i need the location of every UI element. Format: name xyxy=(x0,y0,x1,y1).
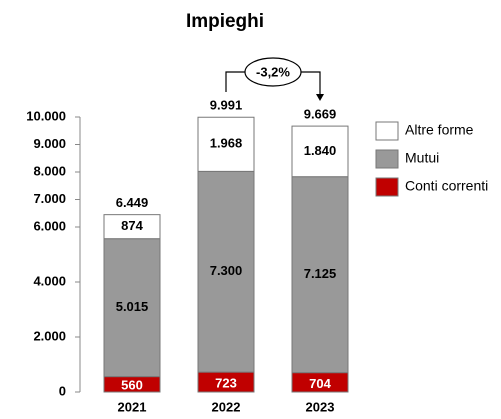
value-label: 1.840 xyxy=(304,143,337,158)
bar-segment xyxy=(197,116,255,172)
bar-segment xyxy=(103,214,161,240)
value-label: 7.125 xyxy=(304,266,337,281)
y-tick-label: 2.000 xyxy=(33,328,66,343)
y-tick-label: 6.000 xyxy=(33,218,66,233)
legend-swatch xyxy=(375,177,399,197)
y-tick-label: 9.000 xyxy=(33,136,66,151)
value-label: 723 xyxy=(215,375,237,390)
y-tick-label: 8.000 xyxy=(33,163,66,178)
total-label: 9.991 xyxy=(210,98,243,113)
annotation-line xyxy=(301,71,321,96)
legend-label: Mutui xyxy=(405,150,439,166)
annotation-ellipse xyxy=(244,57,302,87)
value-label: 5.015 xyxy=(116,299,149,314)
value-label: 704 xyxy=(309,376,331,391)
legend-swatch xyxy=(375,121,399,141)
x-tick-label: 2023 xyxy=(306,399,335,414)
y-tick-label: 0 xyxy=(59,383,66,398)
annotation-line xyxy=(225,71,245,92)
total-label: 6.449 xyxy=(116,195,149,210)
y-tick-label: 4.000 xyxy=(33,273,66,288)
y-tick-label: 7.000 xyxy=(33,191,66,206)
bar-segment xyxy=(291,176,349,374)
value-label: 560 xyxy=(121,378,143,393)
value-label: 874 xyxy=(121,218,143,233)
total-label: 9.669 xyxy=(304,107,337,122)
bar-segment xyxy=(291,125,349,178)
bar-segment xyxy=(197,170,255,373)
y-tick-label: 10.000 xyxy=(26,108,66,123)
chart-title: Impieghi xyxy=(186,11,264,32)
value-label: 1.968 xyxy=(210,136,243,151)
annotation-arrow xyxy=(316,94,324,101)
x-tick-label: 2021 xyxy=(118,399,147,414)
bar-segment xyxy=(103,238,161,378)
legend-label: Conti correnti xyxy=(405,178,488,194)
legend-label: Altre forme xyxy=(405,122,474,138)
annotation: -3,2% xyxy=(256,64,290,79)
x-tick-label: 2022 xyxy=(212,399,241,414)
legend-swatch xyxy=(375,149,399,169)
value-label: 7.300 xyxy=(210,263,243,278)
